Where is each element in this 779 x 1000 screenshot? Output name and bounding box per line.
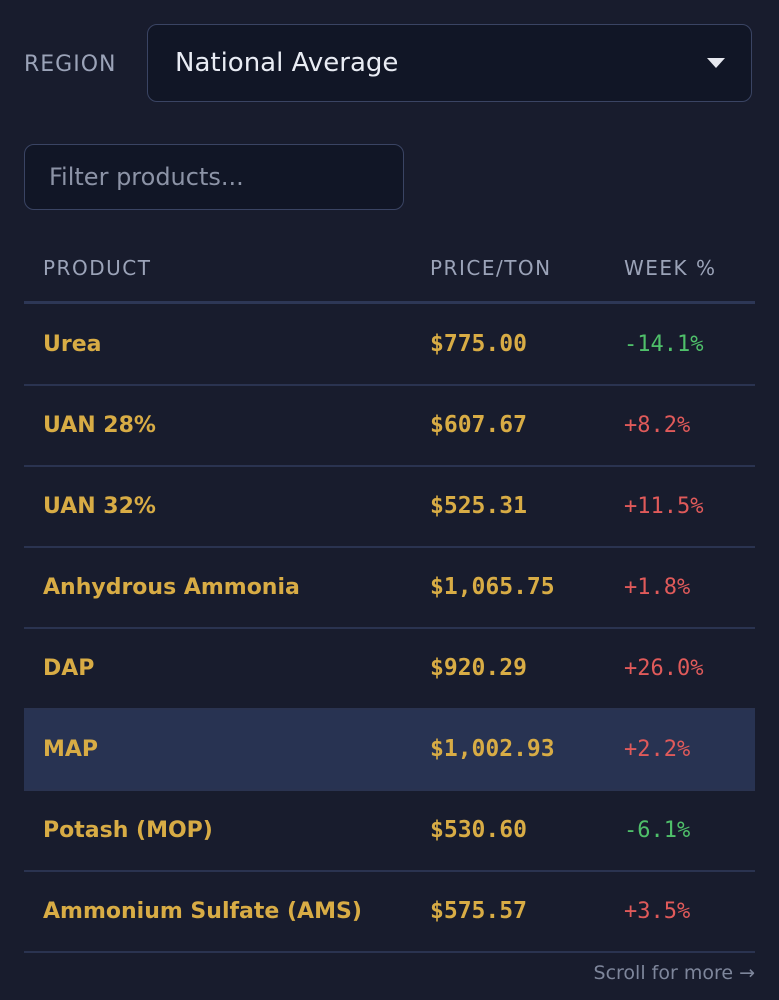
table-row-selected[interactable]: MAP $1,002.93 +2.2% xyxy=(24,710,755,791)
region-label: REGION xyxy=(24,51,117,77)
table-row[interactable]: UAN 32% $525.31 +11.5% xyxy=(24,467,755,548)
week-change: +1.8% xyxy=(624,575,691,600)
week-change: +8.2% xyxy=(624,413,691,438)
filter-products-input[interactable] xyxy=(24,144,404,210)
price-per-ton: $607.67 xyxy=(430,412,527,438)
table-row[interactable]: Potash (MOP) $530.60 -6.1% xyxy=(24,791,755,872)
scroll-for-more-hint[interactable]: Scroll for more → xyxy=(593,962,755,984)
price-per-ton: $525.31 xyxy=(430,493,527,519)
column-header-price[interactable]: PRICE/TON xyxy=(430,256,552,280)
product-name: UAN 32% xyxy=(43,494,156,519)
region-dropdown-value: National Average xyxy=(175,48,399,78)
table-row[interactable]: DAP $920.29 +26.0% xyxy=(24,629,755,710)
table-header: PRODUCT PRICE/TON WEEK % xyxy=(24,235,755,304)
column-header-product[interactable]: PRODUCT xyxy=(43,256,152,280)
week-change: +3.5% xyxy=(624,899,691,924)
product-name: DAP xyxy=(43,656,95,681)
chevron-down-icon xyxy=(707,58,725,68)
week-change: +11.5% xyxy=(624,494,704,519)
price-per-ton: $575.57 xyxy=(430,898,527,924)
week-change: +26.0% xyxy=(624,656,704,681)
product-name: MAP xyxy=(43,737,99,762)
table-row[interactable]: Ammonium Sulfate (AMS) $575.57 +3.5% xyxy=(24,872,755,953)
week-change: -6.1% xyxy=(624,818,691,843)
table-row[interactable]: Anhydrous Ammonia $1,065.75 +1.8% xyxy=(24,548,755,629)
product-table-body: Urea $775.00 -14.1% UAN 28% $607.67 +8.2… xyxy=(24,305,755,953)
table-row[interactable]: Urea $775.00 -14.1% xyxy=(24,305,755,386)
price-per-ton: $775.00 xyxy=(430,331,527,357)
product-name: UAN 28% xyxy=(43,413,156,438)
product-name: Potash (MOP) xyxy=(43,818,213,843)
region-dropdown[interactable]: National Average xyxy=(147,24,752,102)
column-header-week-change[interactable]: WEEK % xyxy=(624,256,717,280)
price-per-ton: $1,002.93 xyxy=(430,736,555,762)
table-row[interactable]: UAN 28% $607.67 +8.2% xyxy=(24,386,755,467)
region-selector-row: REGION National Average xyxy=(24,24,755,104)
product-name: Ammonium Sulfate (AMS) xyxy=(43,899,362,924)
price-per-ton: $1,065.75 xyxy=(430,574,555,600)
week-change: +2.2% xyxy=(624,737,691,762)
product-name: Urea xyxy=(43,332,102,357)
price-per-ton: $920.29 xyxy=(430,655,527,681)
price-per-ton: $530.60 xyxy=(430,817,527,843)
product-name: Anhydrous Ammonia xyxy=(43,575,300,600)
week-change: -14.1% xyxy=(624,332,704,357)
